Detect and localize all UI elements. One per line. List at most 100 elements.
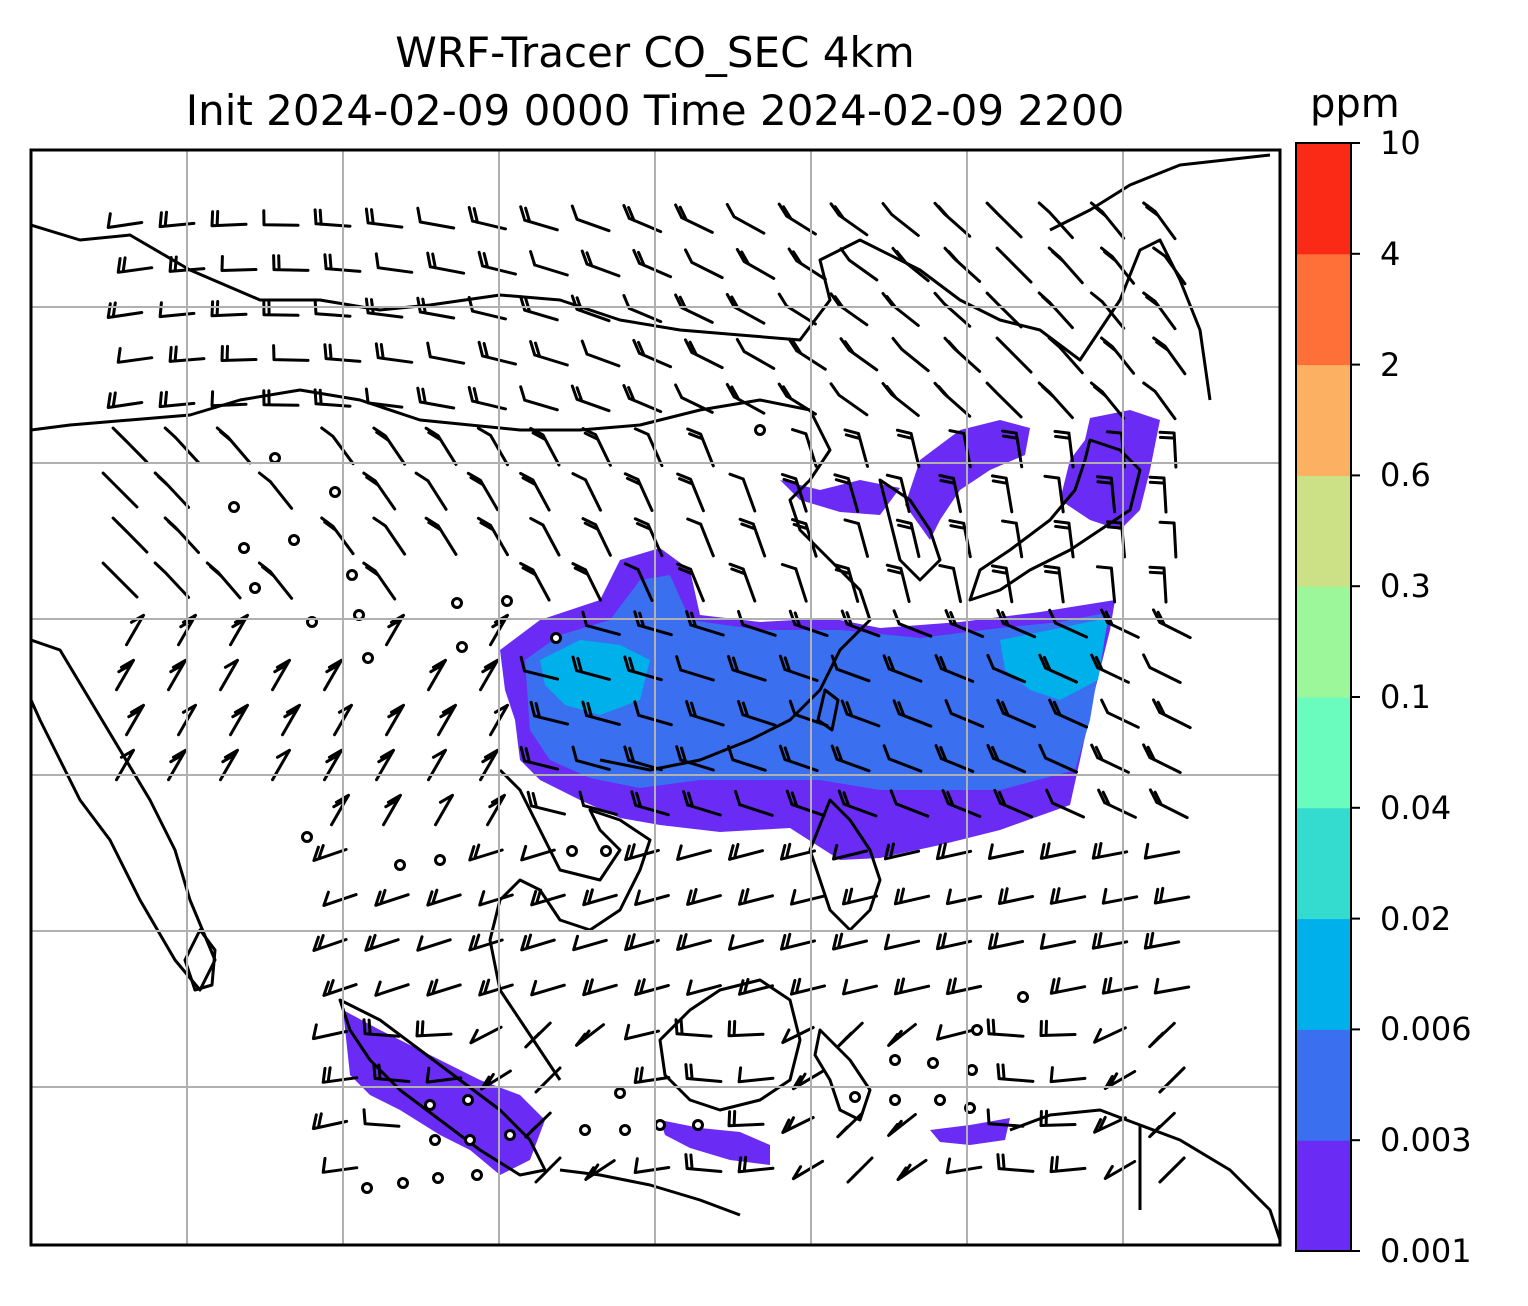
wind-barb bbox=[938, 564, 962, 604]
wind-barb bbox=[572, 934, 608, 952]
wind-barb bbox=[424, 516, 458, 556]
wind-barb bbox=[791, 518, 818, 558]
wind-barb bbox=[790, 889, 826, 906]
wind-barb bbox=[986, 1018, 1025, 1038]
wind-barb bbox=[529, 426, 561, 467]
colorbar-tick-label: 0.02 bbox=[1380, 899, 1452, 938]
wind-barb bbox=[1097, 788, 1137, 819]
wind-barb bbox=[467, 296, 507, 321]
calm-wind-marker bbox=[654, 1119, 666, 1131]
wind-barb bbox=[1153, 886, 1191, 905]
wind-barb bbox=[416, 206, 456, 230]
calm-wind-marker bbox=[464, 1134, 476, 1146]
wind-barb bbox=[476, 426, 509, 467]
wind-barb bbox=[437, 703, 457, 737]
coastlines bbox=[31, 153, 1280, 1241]
wind-barb bbox=[623, 472, 654, 512]
wind-barb bbox=[311, 1023, 349, 1041]
wind-barb bbox=[1148, 475, 1168, 514]
wind-barb bbox=[163, 516, 200, 554]
wind-barb bbox=[205, 561, 242, 600]
wind-barb bbox=[996, 1063, 1035, 1083]
wind-barb bbox=[534, 1156, 562, 1184]
calm-wind-marker bbox=[397, 1177, 409, 1189]
wind-barb bbox=[158, 390, 196, 409]
colorbar-segment bbox=[1296, 918, 1351, 1030]
wind-barb bbox=[945, 977, 983, 996]
wind-barb bbox=[836, 1111, 864, 1139]
colorbar-tick-label: 10 bbox=[1380, 124, 1421, 162]
wind-barb bbox=[685, 700, 725, 727]
wind-barb bbox=[468, 843, 504, 862]
wind-barb bbox=[158, 301, 196, 319]
wind-barb bbox=[1089, 381, 1126, 420]
colorbar-tick-label: 0.04 bbox=[1380, 788, 1452, 827]
map-title-line2: Init 2024-02-09 0000 Time 2024-02-09 220… bbox=[185, 86, 1125, 135]
wind-barb bbox=[1039, 842, 1077, 860]
wind-barb bbox=[257, 561, 294, 600]
plume-shade-lowest bbox=[343, 1010, 545, 1175]
colorbar-unit-label: ppm bbox=[1310, 81, 1400, 127]
wind-barb bbox=[990, 474, 1014, 514]
wind-barb bbox=[1101, 887, 1139, 905]
wind-barb bbox=[570, 204, 611, 233]
wind-barb bbox=[623, 562, 654, 602]
wind-barb bbox=[321, 1156, 359, 1174]
wind-barb bbox=[534, 1066, 562, 1094]
wind-barb bbox=[1037, 291, 1074, 330]
wind-barb bbox=[167, 658, 187, 692]
wind-barb bbox=[634, 978, 670, 996]
wind-barb bbox=[530, 888, 566, 907]
coastline-russia bbox=[31, 223, 1212, 401]
wind-barb bbox=[320, 426, 355, 466]
wind-barb bbox=[220, 344, 258, 362]
wind-barb bbox=[830, 654, 871, 683]
wind-barb bbox=[1038, 743, 1078, 774]
colorbar-segment bbox=[1296, 253, 1351, 366]
wind-barb bbox=[727, 744, 767, 772]
wind-barb bbox=[111, 426, 149, 464]
wind-barb bbox=[887, 1023, 917, 1047]
wind-barb bbox=[891, 246, 930, 283]
wind-barb bbox=[210, 390, 248, 408]
wind-barb bbox=[781, 1026, 815, 1044]
wind-barb bbox=[674, 293, 714, 324]
wind-barb bbox=[321, 1066, 359, 1084]
wind-barb bbox=[415, 1020, 453, 1038]
wind-barb bbox=[364, 387, 404, 409]
wind-barb bbox=[115, 658, 135, 692]
wind-barb bbox=[1053, 519, 1075, 559]
wind-barb bbox=[935, 932, 973, 951]
wind-barb bbox=[791, 428, 818, 468]
wind-barb bbox=[987, 932, 1025, 950]
coastline-japan bbox=[968, 438, 1142, 602]
wind-barb bbox=[684, 1153, 723, 1173]
wind-barb bbox=[686, 888, 722, 906]
wind-barb bbox=[624, 1023, 660, 1041]
wind-barb bbox=[584, 1159, 616, 1181]
wind-barb bbox=[364, 207, 404, 229]
wind-barb bbox=[424, 426, 458, 466]
wind-barb bbox=[686, 427, 715, 468]
wind-barb bbox=[1143, 931, 1181, 950]
plume-shade-mid bbox=[540, 640, 650, 715]
calm-wind-marker bbox=[361, 1182, 373, 1194]
wind-barb bbox=[727, 1020, 765, 1038]
coastline-taiwan bbox=[816, 688, 840, 732]
wind-barb bbox=[1152, 608, 1192, 640]
wind-barb bbox=[790, 977, 826, 996]
wind-barb bbox=[570, 384, 611, 413]
wind-barb bbox=[416, 386, 456, 410]
wind-barb bbox=[725, 203, 766, 235]
wind-barb bbox=[1049, 1066, 1087, 1084]
wind-barb bbox=[414, 471, 448, 511]
wind-barb bbox=[632, 248, 673, 279]
wind-barb bbox=[682, 790, 722, 817]
wind-barb bbox=[153, 471, 191, 509]
wind-barb bbox=[1158, 1066, 1186, 1094]
calm-wind-marker bbox=[434, 854, 446, 866]
coastline-india bbox=[31, 638, 217, 992]
wind-barb bbox=[633, 517, 664, 558]
wind-barb bbox=[372, 426, 407, 466]
wind-barb bbox=[467, 206, 507, 231]
